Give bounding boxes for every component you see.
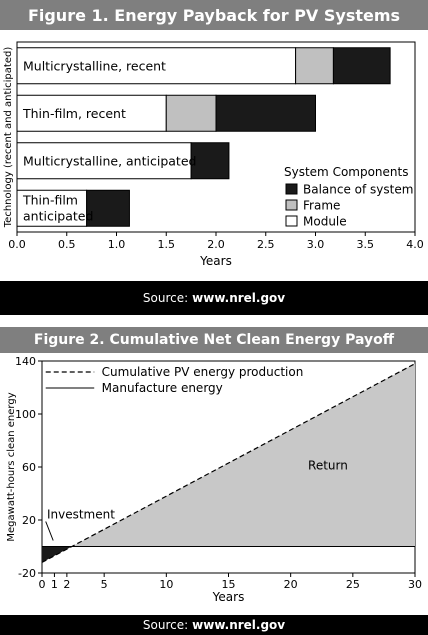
figure2-source: Source: www.nrel.gov (0, 615, 428, 635)
bar-module (16, 47, 297, 85)
category-label: Thin-film, recent (22, 106, 126, 121)
y-tick-label: 100 (15, 408, 36, 421)
x-tick-label: 20 (284, 578, 298, 591)
y-axis-label: Megawatt-hours clean energy (6, 392, 17, 541)
figure2-source-link[interactable]: www.nrel.gov (192, 618, 286, 632)
bar-balance-of-system (86, 189, 130, 227)
bar-frame (295, 47, 334, 85)
legend-label-cumulative-production: Cumulative PV energy production (102, 365, 304, 379)
figure1-source: Source: www.nrel.gov (0, 281, 428, 315)
legend-label-frame: Frame (303, 199, 340, 213)
figure2-chart: Investment Return Cumulative PV energy pro… (6, 355, 422, 604)
category-label: Thin-film anticipated (22, 192, 93, 223)
legend-label-manufacture-energy: Manufacture energy (102, 381, 223, 395)
x-tick-label: 1.5 (158, 238, 176, 251)
x-tick-label: 4.0 (406, 238, 424, 251)
cumulative-production-line (41, 363, 416, 563)
figure2-source-label: Source: (142, 618, 189, 632)
x-tick-label: 25 (346, 578, 360, 591)
y-axis-label: Technology (recent and anticipated) (3, 47, 14, 229)
figure1-chart: Multicrystalline, recent Thin-film, recen… (3, 41, 424, 268)
category-label: Multicrystalline, recent (23, 58, 166, 73)
bar-balance-of-system (190, 142, 230, 180)
x-tick-label: 10 (159, 578, 173, 591)
x-tick-label: 3.0 (307, 238, 325, 251)
bar-balance-of-system (215, 94, 316, 132)
legend-label-balance-of-system: Balance of system (303, 183, 413, 197)
bar-balance-of-system (332, 47, 391, 85)
legend-swatch-frame (285, 199, 298, 211)
x-tick-label: 1 (51, 578, 58, 591)
bar-module (16, 94, 167, 132)
x-axis-label: Years (212, 590, 245, 604)
x-tick-label: 2 (63, 578, 70, 591)
x-tick-label: 0.5 (58, 238, 76, 251)
legend-swatch-module (285, 215, 298, 227)
x-tick-label: 15 (222, 578, 236, 591)
category-label: Multicrystalline, anticipated (23, 153, 196, 168)
annotation-investment-leader (45, 521, 54, 541)
x-tick-label: 1.0 (108, 238, 126, 251)
figure1-source-link[interactable]: www.nrel.gov (192, 291, 286, 305)
x-axis-label: Years (199, 254, 232, 268)
annotation-return: Return (308, 459, 348, 473)
legend-swatch-balance-of-system (285, 183, 298, 195)
bar-module (16, 189, 88, 227)
figure1-title: Figure 1. Energy Payback for PV Systems (0, 0, 428, 30)
x-tick-label: 0.0 (8, 238, 26, 251)
legend-title: System Components (284, 165, 408, 179)
bar-frame (165, 94, 217, 132)
x-tick-label: 2.0 (207, 238, 225, 251)
annotation-investment: Investment (47, 508, 115, 522)
y-tick-label: 20 (22, 514, 36, 527)
x-tick-label: 2.5 (257, 238, 275, 251)
x-tick-label: 5 (101, 578, 108, 591)
investment-area (42, 546, 72, 563)
figure2-title: Figure 2. Cumulative Net Clean Energy Pa… (0, 327, 428, 353)
figure-divider (0, 315, 428, 327)
x-tick-label: 3.5 (357, 238, 375, 251)
y-tick-label: -20 (18, 567, 36, 580)
y-tick-label: 60 (22, 461, 36, 474)
legend-label-module: Module (303, 215, 347, 229)
y-tick-label: 140 (15, 355, 36, 368)
figure1-source-label: Source: (142, 291, 189, 305)
x-tick-label: 30 (408, 578, 422, 591)
x-tick-label: 0 (39, 578, 46, 591)
